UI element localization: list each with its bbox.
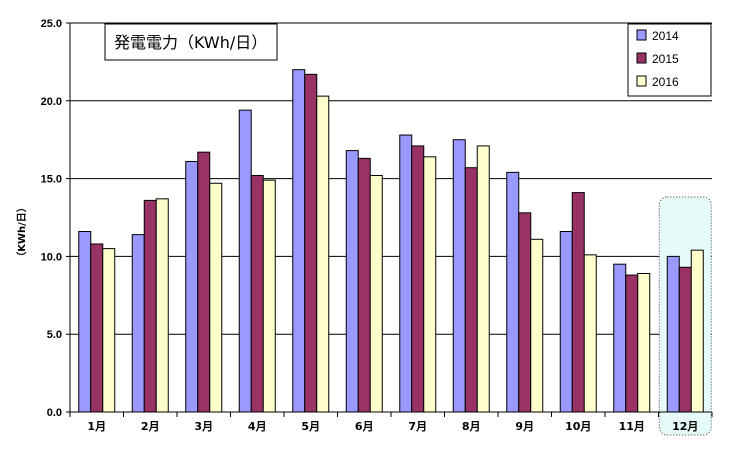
- bar-2016-2: [155, 198, 169, 413]
- grid-lines: [70, 22, 712, 335]
- bar-2015-3: [197, 151, 211, 413]
- bar-2016-6: [369, 174, 383, 413]
- x-tick-label: 3月: [194, 420, 213, 433]
- bar-2015-4: [250, 174, 264, 413]
- x-tick-label: 12月: [672, 420, 698, 433]
- bar-2016-11: [637, 273, 651, 413]
- x-tick-label: 1月: [87, 420, 106, 433]
- x-tick-label: 8月: [462, 420, 481, 433]
- legend-swatch-2015: [636, 52, 647, 64]
- bar-2015-9: [518, 212, 532, 413]
- y-tick-label: 20.0: [41, 96, 62, 108]
- bar-2016-1: [102, 248, 116, 413]
- x-tick-label: 6月: [355, 420, 374, 433]
- bar-2015-8: [464, 167, 478, 413]
- bar-2014-4: [238, 109, 252, 413]
- bar-2014-11: [613, 263, 627, 413]
- x-tick-label: 7月: [408, 420, 427, 433]
- bar-2014-7: [399, 134, 413, 413]
- bar-2016-4: [262, 179, 276, 413]
- bar-2014-1: [78, 231, 92, 413]
- bar-2014-5: [292, 69, 306, 413]
- bar-2016-5: [316, 95, 330, 413]
- bar-2014-8: [452, 139, 466, 413]
- bar-2015-10: [571, 192, 585, 413]
- bar-2015-2: [143, 199, 157, 413]
- y-tick-label: 25.0: [41, 18, 62, 30]
- bar-2016-10: [583, 254, 597, 413]
- bar-2015-12: [678, 266, 692, 413]
- legend-label-2015: 2015: [652, 52, 679, 66]
- legend-label-2016: 2016: [652, 75, 679, 89]
- x-tick-label: 9月: [515, 420, 534, 433]
- bar-2016-12: [690, 249, 704, 413]
- x-tick-label: 5月: [301, 420, 320, 433]
- bar-2016-8: [476, 145, 490, 413]
- bar-2015-5: [304, 73, 318, 413]
- bar-2014-9: [506, 171, 520, 413]
- y-tick-label: 10.0: [41, 251, 62, 263]
- bar-2014-3: [185, 160, 199, 413]
- legend-swatch-2014: [636, 29, 647, 41]
- chart-title: 発電電力（KWh/日）: [114, 33, 267, 52]
- bar-2015-6: [357, 157, 371, 413]
- bar-2016-7: [423, 156, 437, 413]
- legend: 2014 2015 2016: [627, 23, 712, 97]
- y-tick-labels: 0.0 5.0 10.0 15.0 20.0 25.0: [41, 18, 62, 419]
- y-tick-label: 0.0: [47, 407, 62, 419]
- bar-2015-11: [625, 274, 639, 413]
- bar-2015-7: [411, 145, 425, 413]
- bar-2015-1: [90, 243, 104, 413]
- legend-swatch-2016: [636, 75, 647, 87]
- bar-2014-12: [666, 255, 680, 413]
- x-tick-label: 10月: [565, 420, 591, 433]
- axes: [66, 22, 713, 417]
- y-axis-label: （KWh/日）: [15, 202, 28, 262]
- y-tick-label: 5.0: [47, 329, 62, 341]
- y-tick-label: 15.0: [41, 174, 62, 186]
- bar-2014-6: [345, 150, 359, 413]
- bar-2016-9: [530, 238, 544, 413]
- x-tick-label: 11月: [619, 420, 645, 433]
- legend-label-2014: 2014: [652, 29, 679, 43]
- x-tick-label: 4月: [248, 420, 267, 433]
- bar-2014-2: [131, 234, 145, 413]
- title-box: 発電電力（KWh/日）: [104, 23, 278, 61]
- x-category-labels: 1月 2月 3月 4月 5月 6月 7月 8月 9月 10月 11月 12月: [87, 420, 698, 433]
- x-tick-label: 2月: [141, 420, 160, 433]
- bars: [78, 69, 704, 413]
- bar-2016-3: [209, 182, 223, 413]
- bar-2014-10: [559, 231, 573, 413]
